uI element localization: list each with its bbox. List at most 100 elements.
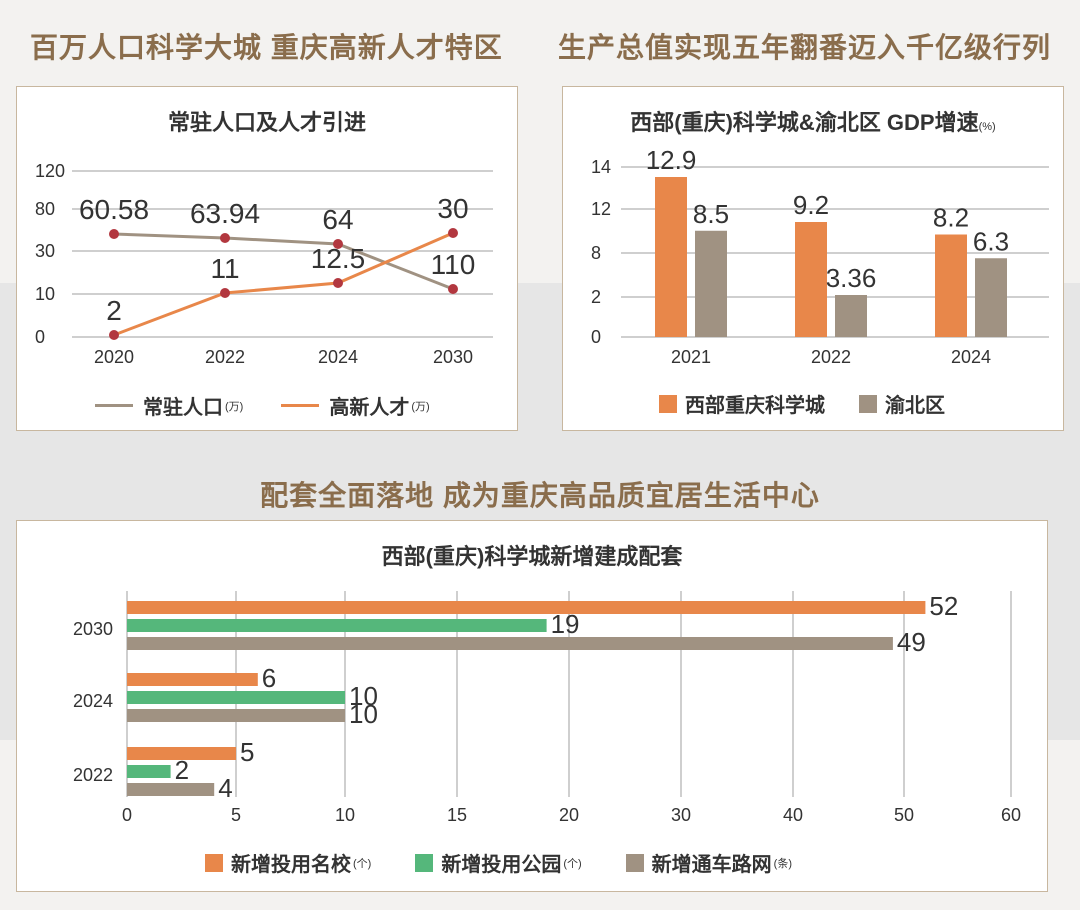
bar: [975, 258, 1007, 337]
data-label: 52: [929, 591, 958, 621]
data-label: 12.9: [646, 145, 697, 175]
heading-top-right: 生产总值实现五年翻番迈入千亿级行列: [558, 32, 1052, 63]
x-tick-label: 2022: [811, 347, 851, 367]
y-tick-label: 2030: [73, 619, 113, 639]
x-tick-label: 5: [231, 805, 241, 825]
x-tick-label: 10: [335, 805, 355, 825]
data-label: 6: [262, 663, 276, 693]
data-label: 11: [210, 253, 239, 284]
x-tick-label: 2021: [671, 347, 711, 367]
chart-title-unit: (%): [978, 121, 996, 133]
legend-unit-talent: (万): [411, 400, 430, 413]
y-tick-label: 8: [591, 243, 601, 263]
bar: [127, 637, 893, 650]
data-label: 5: [240, 737, 254, 767]
hbar-chart-legend: 新增投用名校 (个) 新增投用公园 (个) 新增通车路网 (条): [205, 848, 792, 877]
legend-swatch-talent: [281, 404, 320, 407]
bar: [655, 177, 687, 337]
bar: [935, 234, 967, 337]
x-tick-label: 0: [122, 805, 132, 825]
y-tick-label: 2024: [73, 691, 113, 711]
x-tick-label: 2024: [951, 347, 991, 367]
y-tick-label: 12: [591, 199, 611, 219]
y-tick-label: 0: [35, 327, 45, 347]
data-point: [448, 228, 458, 238]
population-line-chart: 0 10 30 80 120 2020 2022 2024 2030 60.58 63.94 64 11…: [35, 161, 493, 367]
legend-swatch-roads: [625, 853, 644, 872]
data-label: 8.2: [933, 203, 969, 233]
chart-title: 西部(重庆)科学城&渝北区 GDP增速(%): [563, 105, 1063, 137]
legend-unit-parks: (个): [563, 857, 582, 870]
data-label: 49: [897, 627, 926, 657]
y-tick-label: 0: [591, 327, 601, 347]
gdp-bar-chart: 0 2 8 12 14 12.9 8.5 2021 9.2 3.36 2022 8.26.3 2024: [591, 145, 1049, 367]
data-label: 12.5: [311, 243, 366, 274]
x-tick-label: 2024: [318, 347, 358, 367]
x-tick-label: 30: [671, 805, 691, 825]
facilities-chart-panel: 西部(重庆)科学城新增建成配套 0 5 10 15 20 30 40 50 60 2030 52 19…: [16, 520, 1048, 892]
data-label: 2: [106, 295, 122, 326]
y-tick-label: 30: [35, 241, 55, 261]
data-point: [220, 288, 230, 298]
chart-title: 常驻人口及人才引进: [167, 110, 366, 135]
legend-label-science-city: 西部重庆科学城: [685, 395, 825, 417]
y-tick-label: 2022: [73, 765, 113, 785]
legend-unit-population: (万): [225, 400, 244, 413]
x-tick-label: 2020: [94, 347, 134, 367]
x-tick-label: 2030: [433, 347, 473, 367]
x-tick-label: 20: [559, 805, 579, 825]
legend-label-yubei: 渝北区: [885, 395, 945, 417]
data-label: 63.94: [190, 198, 260, 229]
y-tick-label: 80: [35, 199, 55, 219]
chart-title-text: 西部(重庆)科学城&渝北区 GDP增速: [630, 110, 979, 135]
legend-item-talent: 高新人才 (万): [281, 391, 430, 420]
series-line-1: [113, 231, 454, 337]
bar: [127, 691, 345, 704]
legend-label-talent: 高新人才: [329, 397, 410, 419]
bar: [795, 222, 827, 337]
data-label: 60.58: [79, 194, 149, 225]
legend-label-parks: 新增投用公园: [441, 854, 562, 876]
legend-item-science-city: 西部重庆科学城: [659, 389, 825, 418]
data-label: 9.2: [793, 190, 829, 220]
data-label: 64: [322, 204, 353, 235]
x-tick-label: 2022: [205, 347, 245, 367]
heading-top-left: 百万人口科学大城 重庆高新人才特区: [30, 32, 503, 63]
data-label: 10: [349, 681, 378, 711]
x-tick-label: 50: [894, 805, 914, 825]
data-label: 6.3: [973, 226, 1009, 256]
bar: [127, 673, 258, 686]
gdp-chart-panel: 西部(重庆)科学城&渝北区 GDP增速(%) 0 2 8 12 14 12.9 8.5 202…: [562, 86, 1064, 431]
bar-chart-legend: 西部重庆科学城 渝北区: [659, 389, 945, 418]
data-point: [333, 278, 343, 288]
bar: [127, 709, 345, 722]
data-label: 110: [431, 249, 476, 280]
heading-bottom: 配套全面落地 成为重庆高品质宜居生活中心: [260, 480, 820, 511]
legend-item-yubei: 渝北区: [859, 389, 945, 418]
legend-swatch-schools: [205, 853, 223, 872]
data-label: 3.36: [826, 263, 877, 293]
bar: [127, 765, 171, 778]
bar: [695, 230, 727, 337]
legend-label-schools: 新增投用名校: [231, 854, 351, 876]
legend-item-parks: 新增投用公园 (个): [415, 848, 582, 877]
legend-item-roads: 新增通车路网 (条): [625, 848, 792, 877]
data-point: [109, 229, 119, 239]
legend-label-population: 常驻人口: [143, 397, 223, 419]
y-tick-label: 2: [591, 287, 601, 307]
x-tick-label: 15: [447, 805, 467, 825]
y-tick-label: 10: [35, 284, 55, 304]
bar: [835, 295, 867, 337]
data-point: [109, 330, 119, 340]
bar: [127, 619, 547, 632]
chart-title: 西部(重庆)科学城新增建成配套: [381, 544, 683, 569]
legend-swatch-parks: [415, 853, 434, 872]
x-tick-label: 60: [1001, 805, 1021, 825]
data-label: 10: [349, 699, 378, 729]
series-line-0: [113, 232, 454, 291]
legend-item-population: 常驻人口 (万): [95, 391, 243, 420]
legend-swatch-yubei: [859, 394, 877, 413]
data-label: 2: [175, 755, 189, 785]
data-label: 30: [437, 193, 468, 224]
line-chart-legend: 常驻人口 (万) 高新人才 (万): [95, 391, 430, 420]
